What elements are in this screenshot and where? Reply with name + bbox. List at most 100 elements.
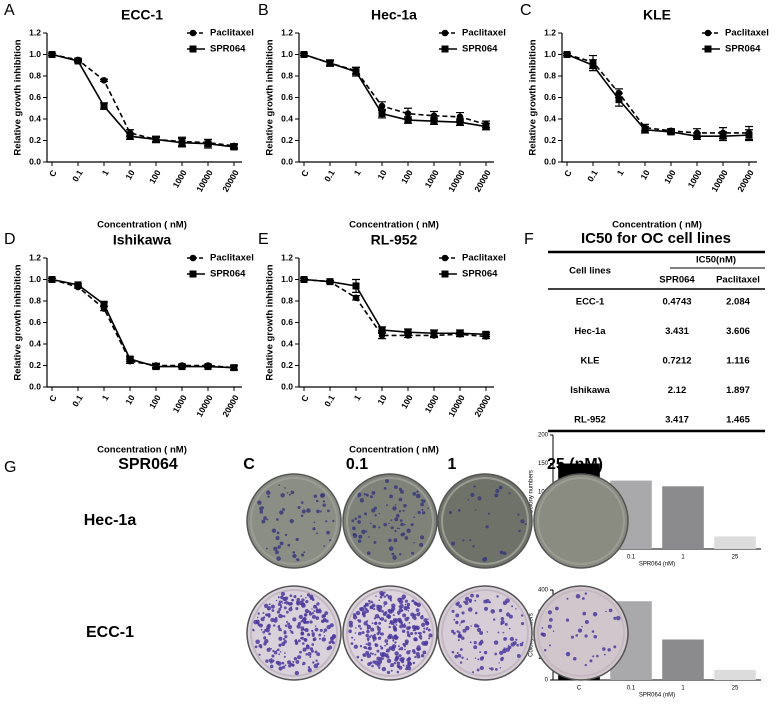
plate-rim (537, 477, 625, 565)
colony-row: ECC-1 (86, 624, 134, 641)
colony (378, 526, 381, 529)
colony (311, 629, 314, 633)
colony (483, 650, 488, 655)
colony (456, 621, 459, 624)
colony (476, 624, 480, 628)
colony (456, 651, 459, 655)
series-line (303, 278, 487, 338)
colony (311, 611, 315, 615)
colony (420, 535, 425, 540)
colony (374, 621, 378, 624)
x-axis-label: Concentration ( nM) (349, 445, 439, 456)
colony (370, 627, 375, 632)
colony (277, 603, 281, 606)
colony (408, 626, 411, 629)
panel-letter: G (4, 459, 16, 476)
colony (328, 641, 332, 644)
colony (329, 539, 332, 542)
colony (421, 614, 424, 617)
colony (391, 552, 395, 556)
x-tick-label: 0.1 (627, 555, 636, 561)
colony (379, 652, 382, 654)
colony (383, 601, 388, 606)
colony (297, 506, 301, 510)
colony (470, 625, 472, 627)
y-tick-label: 400 (538, 588, 549, 594)
table-cell: 1.116 (726, 356, 749, 367)
panel-letter: C (520, 2, 532, 19)
legend-label: SPR064 (462, 44, 498, 55)
colony (427, 507, 429, 510)
x-tick-label: 10000 (194, 168, 215, 194)
colony (407, 610, 410, 612)
colony (508, 492, 511, 495)
y-tick-label: 1.0 (29, 49, 41, 59)
colony (299, 650, 302, 654)
colony (323, 628, 328, 632)
colony (329, 623, 334, 628)
x-tick-label: C (562, 168, 574, 178)
colony (483, 599, 488, 604)
y-tick-label: 1.0 (544, 49, 556, 59)
colony (387, 608, 392, 613)
colony (416, 612, 421, 617)
colony (404, 599, 408, 603)
legend-marker (441, 254, 449, 262)
colony (405, 609, 408, 611)
colony (282, 596, 287, 602)
table-cell: 0.7212 (662, 356, 691, 367)
colony (399, 597, 402, 600)
colony (392, 639, 395, 642)
colony (282, 665, 286, 669)
colony (268, 607, 270, 609)
colony (474, 611, 478, 615)
colony (500, 616, 505, 621)
colony (264, 639, 269, 644)
colony (356, 655, 360, 659)
colony (384, 611, 388, 615)
colony (423, 641, 428, 646)
series-line (51, 53, 235, 147)
colony (367, 639, 370, 642)
y-tick-label: 0.4 (29, 338, 41, 348)
data-point (204, 363, 212, 371)
colony (307, 668, 312, 673)
y-tick-label: 0.4 (281, 338, 293, 348)
data-point (48, 276, 56, 283)
colony (461, 656, 464, 659)
colony (382, 652, 387, 657)
colony (369, 522, 372, 525)
colony (363, 646, 366, 648)
colony (462, 628, 467, 633)
colony (300, 629, 303, 632)
colony (267, 614, 271, 618)
colony (378, 616, 381, 619)
colony (383, 595, 387, 598)
colony (390, 519, 393, 522)
colony (293, 657, 298, 661)
colony (479, 656, 484, 661)
colony (381, 610, 384, 613)
data-point (589, 61, 597, 69)
colony (272, 624, 276, 627)
chart-title: ECC-1 (121, 7, 163, 23)
data-point (352, 282, 360, 290)
data-point (615, 96, 623, 104)
colony (386, 648, 390, 653)
x-tick-label: C (47, 168, 59, 178)
table-header: Cell lines (569, 266, 611, 277)
colony (366, 627, 370, 630)
colony (484, 606, 489, 611)
data-point (563, 51, 571, 58)
colony (272, 649, 275, 653)
colony (414, 631, 418, 635)
colony (394, 641, 397, 644)
colony (381, 666, 387, 672)
colony (289, 594, 293, 598)
colony (294, 595, 297, 597)
colony (322, 503, 326, 507)
colony (581, 625, 583, 628)
colony-drug: SPR064 (118, 456, 178, 473)
colony (399, 646, 404, 651)
